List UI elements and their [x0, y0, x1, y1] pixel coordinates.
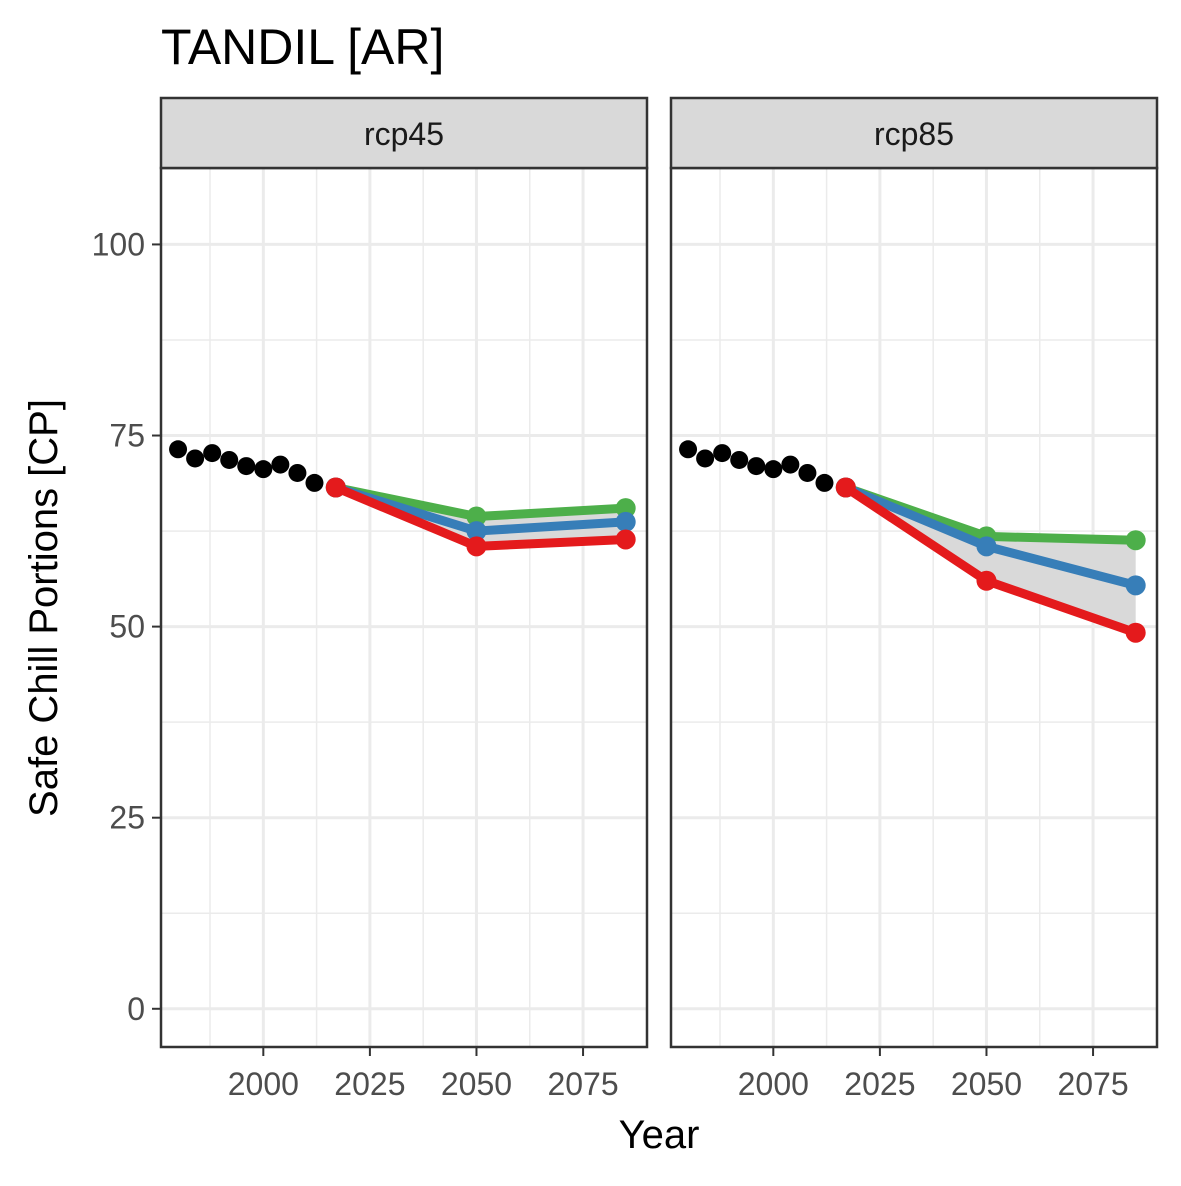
x-tick-label: 2025	[844, 1066, 915, 1102]
x-tick-label: 2075	[547, 1066, 618, 1102]
x-tick-label: 2050	[951, 1066, 1022, 1102]
historic-point	[747, 457, 766, 476]
historic-point	[186, 449, 205, 468]
x-tick-label: 2000	[228, 1066, 299, 1102]
series-point-mid	[615, 511, 636, 532]
x-tick-label: 2075	[1057, 1066, 1128, 1102]
facet-strip	[669, 96, 1159, 170]
historic-point	[169, 440, 188, 459]
y-tick-label: 100	[92, 226, 145, 262]
facet-strip	[159, 96, 649, 170]
y-axis-label: Safe Chill Portions [CP]	[22, 399, 66, 817]
historic-point	[781, 455, 800, 474]
x-tick-label: 2025	[334, 1066, 405, 1102]
series-point-low	[466, 536, 487, 557]
series-point-mid	[976, 536, 997, 557]
historic-point	[237, 457, 256, 476]
historic-point	[305, 473, 324, 492]
historic-point	[815, 473, 834, 492]
panel-background	[161, 168, 647, 1047]
x-axis-label: Year	[619, 1113, 700, 1157]
series-point-mid	[466, 521, 487, 542]
historic-point	[679, 440, 698, 459]
y-tick-label: 75	[109, 418, 145, 454]
panel-rcp85: rcp85 2000 2025 2050 2075	[669, 96, 1159, 1102]
facet-strip-label: rcp45	[364, 116, 444, 152]
series-point-low	[976, 570, 997, 591]
y-tick-label: 0	[127, 991, 145, 1027]
facet-strip-label: rcp85	[874, 116, 954, 152]
historic-point	[730, 450, 749, 469]
y-tick-label: 25	[109, 800, 145, 836]
series-point-high	[1125, 530, 1146, 551]
historic-point	[220, 450, 239, 469]
x-tick-label: 2050	[441, 1066, 512, 1102]
historic-point	[713, 444, 732, 463]
x-tick-label: 2000	[738, 1066, 809, 1102]
historic-point	[288, 463, 307, 482]
series-point-low	[835, 477, 856, 498]
series-point-high	[615, 498, 636, 519]
series-point-mid	[1125, 575, 1146, 596]
historic-point	[764, 460, 783, 479]
series-point-low	[325, 477, 346, 498]
historic-point	[254, 460, 273, 479]
y-tick-label: 50	[109, 609, 145, 645]
series-point-low	[615, 529, 636, 550]
historic-point	[271, 455, 290, 474]
chart-title: TANDIL [AR]	[161, 19, 444, 75]
historic-point	[203, 444, 222, 463]
panel-rcp45: rcp45 2000 2025 2050 2075 0 25 50 75 100	[92, 96, 649, 1102]
historic-point	[798, 463, 817, 482]
scenario-range-ribbon	[845, 487, 1136, 633]
series-point-low	[1125, 622, 1146, 643]
historic-point	[696, 449, 715, 468]
series-point-high	[466, 506, 487, 527]
